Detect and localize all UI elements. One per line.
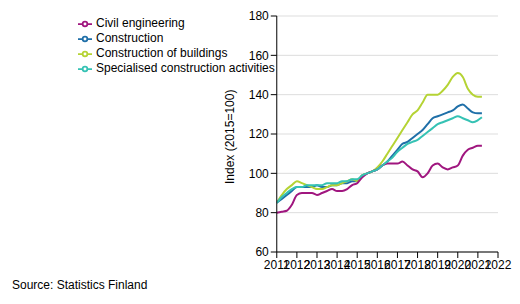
svg-text:2018: 2018 bbox=[404, 257, 431, 272]
svg-text:140: 140 bbox=[249, 88, 269, 102]
svg-text:100: 100 bbox=[249, 167, 269, 181]
html-text:Specialised construction activ: Specialised construction activities bbox=[96, 61, 275, 75]
svg-text:80: 80 bbox=[255, 206, 269, 220]
svg-text:2020: 2020 bbox=[444, 257, 472, 272]
svg-text:60: 60 bbox=[255, 245, 269, 259]
html-text:Source: Statistics Finland: Source: Statistics Finland bbox=[12, 278, 148, 292]
svg-text:2011: 2011 bbox=[263, 257, 290, 272]
svg-text:2014: 2014 bbox=[323, 257, 351, 272]
html-text:Construction: Construction bbox=[96, 31, 164, 45]
svg-text:2015: 2015 bbox=[343, 257, 371, 272]
svg-text:Index (2015=100): Index (2015=100) bbox=[223, 90, 237, 184]
svg-text:2012: 2012 bbox=[283, 257, 311, 272]
svg-text:160: 160 bbox=[249, 49, 269, 63]
svg-text:2022: 2022 bbox=[485, 258, 512, 272]
html-text:Civil engineering: Civil engineering bbox=[96, 16, 185, 30]
svg-text:2013: 2013 bbox=[303, 257, 331, 272]
svg-text:2019: 2019 bbox=[424, 257, 451, 272]
svg-text:180: 180 bbox=[249, 9, 269, 23]
svg-text:120: 120 bbox=[249, 127, 269, 141]
html-text:Construction of buildings: Construction of buildings bbox=[96, 46, 228, 60]
svg-text:2021: 2021 bbox=[464, 257, 492, 272]
svg-text:2017: 2017 bbox=[384, 257, 411, 272]
svg-text:2016: 2016 bbox=[364, 257, 391, 272]
